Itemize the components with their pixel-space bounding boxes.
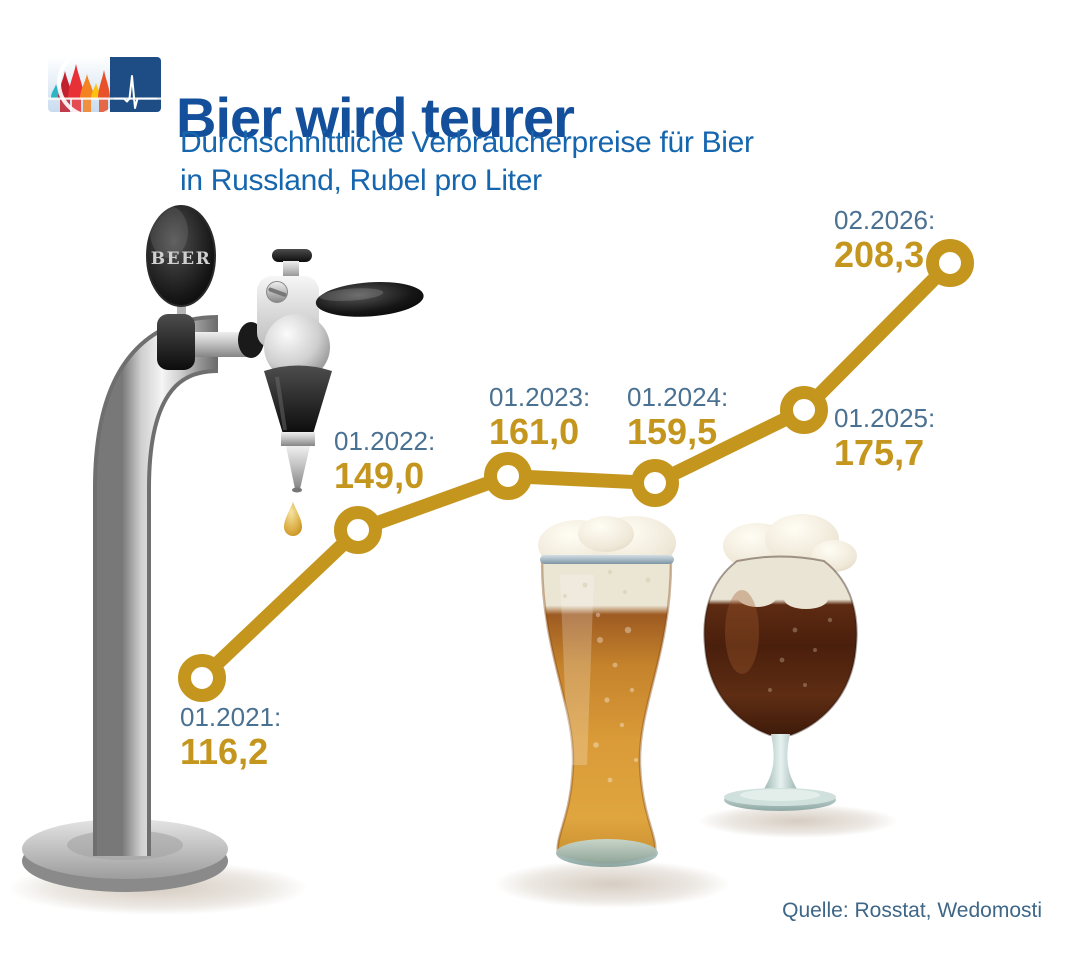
inner-foam xyxy=(737,585,777,607)
wheat-glass-shadow xyxy=(494,860,730,908)
foam-specks xyxy=(563,569,651,598)
wheat-glass-base xyxy=(556,839,658,867)
beer-tap-illustration: BEER xyxy=(8,205,424,915)
tap-tower-pipe xyxy=(97,319,220,856)
tap-handle xyxy=(315,282,424,317)
faucet-spout xyxy=(286,446,310,489)
faucet-cone-highlight xyxy=(275,376,287,431)
sign-post xyxy=(177,300,186,322)
beer-drop-icon xyxy=(284,502,302,536)
faucet-screw-slot xyxy=(268,287,287,297)
data-point-01.2021 xyxy=(178,654,226,702)
tap-faucet xyxy=(238,249,424,493)
faucet-band xyxy=(281,432,315,446)
data-point-02.2026 xyxy=(926,239,974,287)
data-point-01.2023 xyxy=(484,452,532,500)
inner-foam xyxy=(784,589,828,609)
tulip-glass-foot-shine xyxy=(740,789,820,801)
wheat-beer-glass-illustration xyxy=(494,516,730,908)
foam-mound xyxy=(578,516,634,552)
data-point-01.2025 xyxy=(780,386,828,434)
faucet-cap xyxy=(272,249,312,262)
logo-baseline xyxy=(48,97,161,100)
tulip-glass-shadow xyxy=(698,804,898,838)
bowl-highlight xyxy=(725,590,759,674)
data-point-01.2024 xyxy=(631,459,679,507)
source-credit: Quelle: Rosstat, Wedomosti xyxy=(782,899,1042,922)
pulse-line-icon xyxy=(114,75,157,109)
price-line-chart xyxy=(178,239,974,702)
tulip-glass-stem xyxy=(764,734,797,789)
faucet-cap-stem xyxy=(283,261,299,279)
subtitle-line-1: Durchschnittliche Verbraucherpreise für … xyxy=(180,126,754,159)
tap-collar xyxy=(157,314,195,370)
dark-beer-bubbles xyxy=(768,617,833,692)
spout-opening xyxy=(292,487,302,493)
tulip-beer-glass-illustration xyxy=(698,514,898,838)
subtitle-line-2: in Russland, Rubel pro Liter xyxy=(180,164,542,197)
wheat-glass-rim xyxy=(540,555,674,564)
glass-highlight xyxy=(560,575,594,765)
beer-sign: BEER xyxy=(146,205,216,307)
page-title: Bier wird teurer xyxy=(176,85,575,149)
faucet-cone xyxy=(264,365,332,434)
beer-bubbles xyxy=(593,612,638,783)
faucet-sphere xyxy=(264,314,330,380)
beer-sign-label: BEER xyxy=(151,249,211,269)
data-point-01.2022 xyxy=(334,506,382,554)
cathedral-pulse-logo xyxy=(48,57,161,112)
price-line xyxy=(195,256,957,685)
chart-subtitle: Durchschnittliche Verbraucherpreise für … xyxy=(180,124,754,200)
